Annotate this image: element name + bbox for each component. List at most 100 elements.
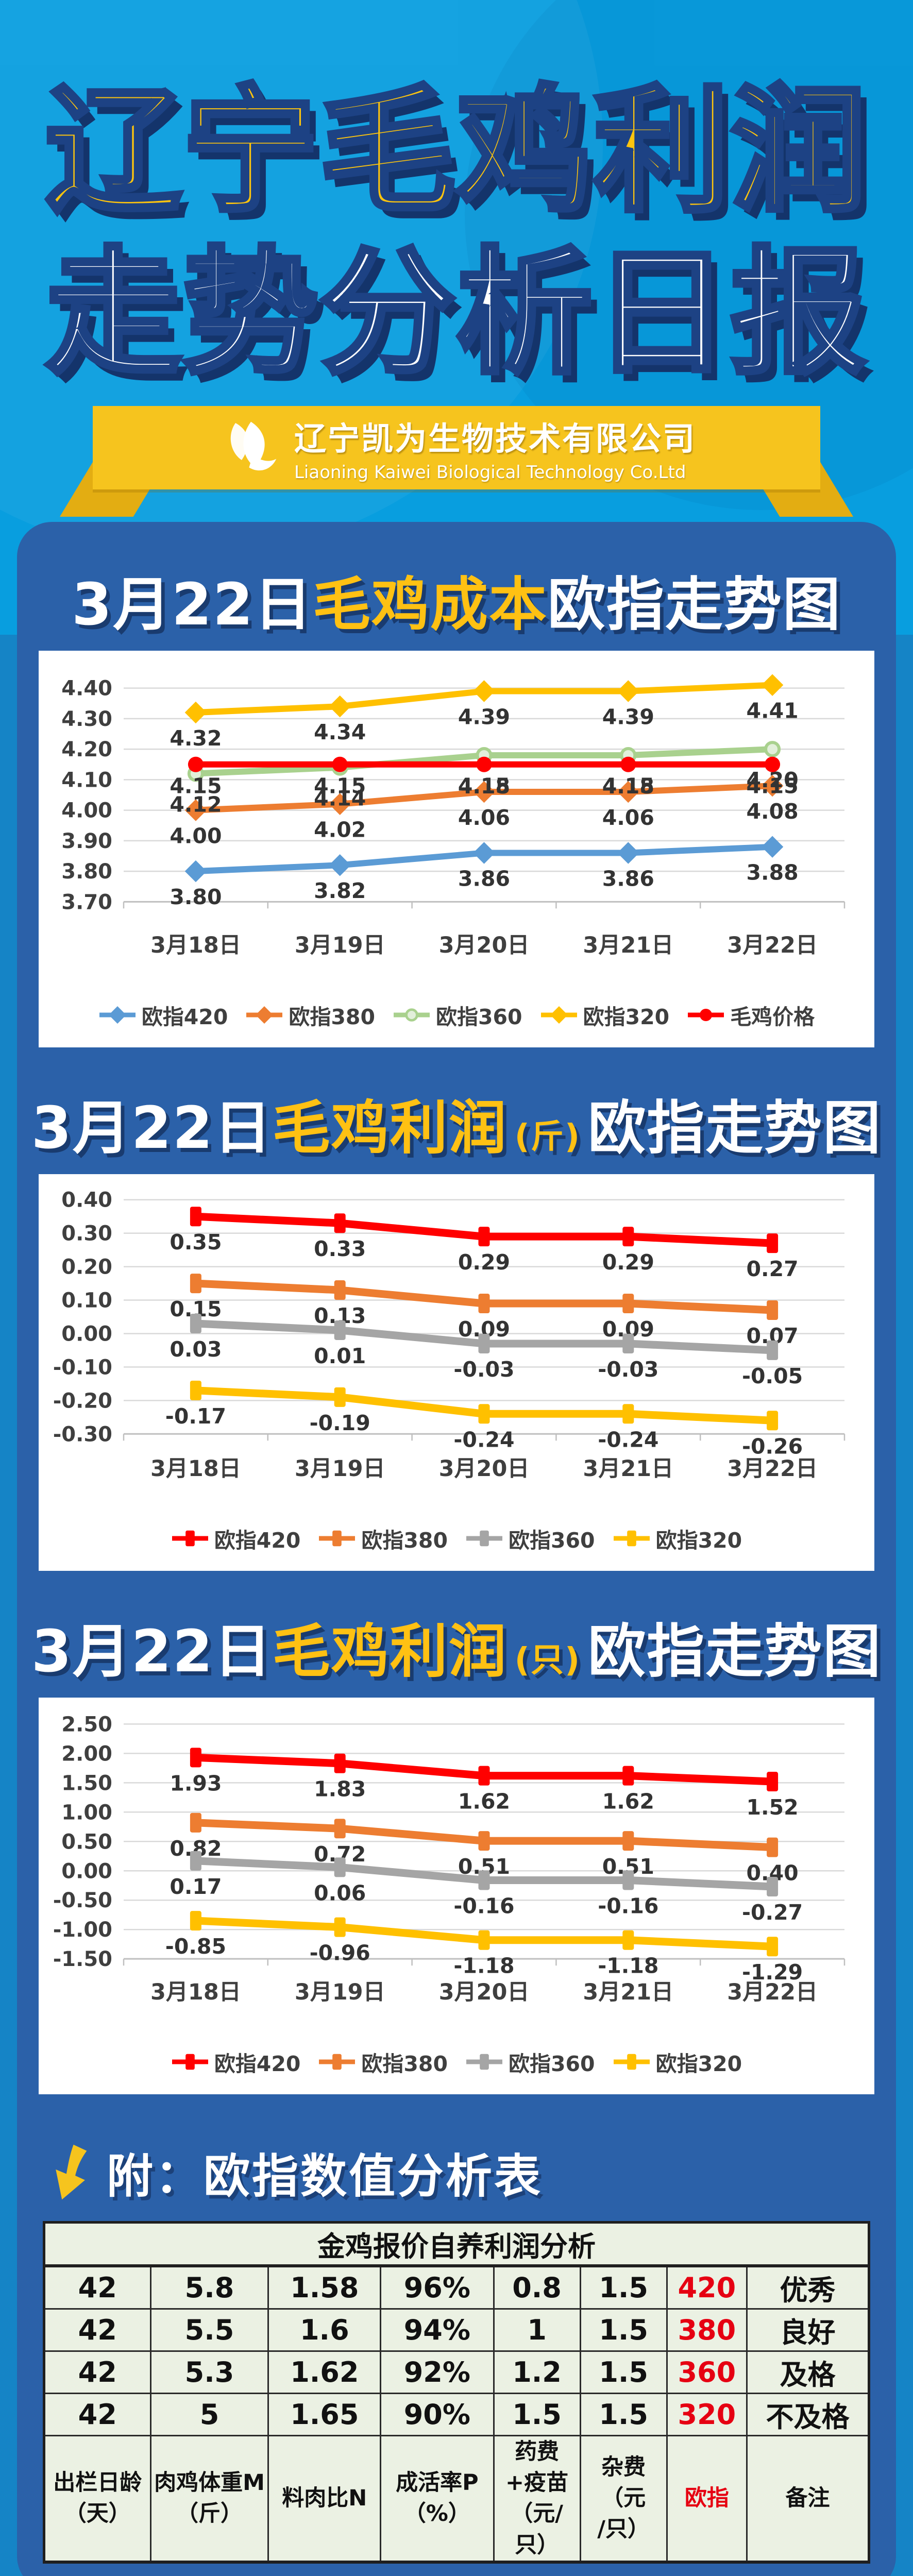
data-cell: 360 [666,2350,748,2394]
data-cell: 0.8 [493,2265,581,2310]
svg-text:3月22日: 3月22日 [727,933,818,958]
svg-text:-0.03: -0.03 [453,1357,514,1382]
svg-text:0.06: 0.06 [314,1880,366,1905]
data-cell: 1.2 [493,2350,581,2394]
svg-text:1.00: 1.00 [61,1801,112,1824]
legend-item: 欧指380 [318,1523,448,1554]
svg-text:3月20日: 3月20日 [439,933,530,958]
svg-text:-0.96: -0.96 [310,1941,370,1965]
profit-per-bird-chart-card: 2.50 2.00 1.50 1.00 0.50 0.00 -0.50 -1.00 -1.50 3… [39,1698,874,2094]
svg-text:1.83: 1.83 [314,1777,366,1802]
section-title-part: 欧指走势图 [547,571,841,638]
section-title-part: (斤) [514,1118,581,1156]
chart-legend: 欧指420 欧指380 欧指360 欧指320 [39,2037,874,2087]
data-cell: 5.8 [149,2265,269,2310]
section-title-part: 毛鸡成本 [312,571,548,638]
svg-text:4.39: 4.39 [602,705,654,730]
main-title-line1: 辽宁毛鸡利润 [43,73,869,231]
data-cell: 1.58 [267,2265,382,2310]
section-title-part: 毛鸡利润 [272,1095,508,1162]
annex-heading-row: 附：欧指数值分析表 [47,2139,896,2206]
svg-text:3.88: 3.88 [747,860,799,885]
legend-item: 欧指320 [613,2046,742,2077]
svg-text:-0.16: -0.16 [453,1893,514,1918]
svg-text:-0.19: -0.19 [310,1411,370,1435]
svg-text:-0.30: -0.30 [53,1422,112,1446]
data-cell: 1.62 [267,2350,382,2394]
svg-text:4.15: 4.15 [314,774,366,799]
svg-text:4.14: 4.14 [314,786,366,811]
data-cell: 5 [149,2393,269,2436]
section-title-part: (只) [514,1641,581,1680]
svg-text:3月20日: 3月20日 [439,1979,530,2005]
svg-text:2.00: 2.00 [61,1742,112,1766]
svg-text:1.93: 1.93 [170,1771,222,1795]
svg-text:3月18日: 3月18日 [150,1979,241,2005]
svg-text:3.86: 3.86 [458,867,510,891]
data-cell: 42 [43,2308,151,2352]
svg-text:0.00: 0.00 [61,1859,112,1883]
svg-text:3月18日: 3月18日 [150,1456,241,1482]
svg-text:0.29: 0.29 [602,1250,654,1275]
svg-text:-1.18: -1.18 [598,1954,658,1978]
profit-analysis-table: 金鸡报价自养利润分析 42 5.8 1.58 96% 0.8 1.5 420 优秀 42 5.5 1.… [43,2221,870,2564]
svg-text:3.86: 3.86 [602,867,654,891]
svg-text:-0.27: -0.27 [742,1900,803,1925]
data-cell: 良好 [746,2308,870,2352]
svg-text:3.82: 3.82 [314,878,366,903]
svg-text:0.01: 0.01 [314,1344,366,1368]
svg-text:0.33: 0.33 [314,1236,366,1261]
header-cell: 成活率P （%） [380,2434,495,2564]
svg-text:0.00: 0.00 [61,1322,112,1346]
svg-text:0.30: 0.30 [61,1222,112,1246]
svg-text:0.29: 0.29 [458,1250,510,1275]
svg-text:-0.85: -0.85 [165,1934,226,1959]
legend-item: 欧指360 [465,1523,595,1554]
company-name-cn: 辽宁凯为生物技术有限公司 [294,420,696,457]
svg-text:1.62: 1.62 [602,1789,654,1814]
svg-text:-0.05: -0.05 [742,1364,803,1388]
legend-item: 欧指420 [171,1523,300,1554]
company-name-block: 辽宁凯为生物技术有限公司 Liaoning Kaiwei Biological … [294,413,696,483]
svg-text:3.80: 3.80 [170,885,222,909]
ribbon-band: 辽宁凯为生物技术有限公司 Liaoning Kaiwei Biological … [93,406,820,489]
svg-text:4.18: 4.18 [602,774,654,799]
svg-text:4.41: 4.41 [747,699,799,723]
section-title-part: 3月22日 [31,1095,273,1162]
chart-legend: 欧指420 欧指380 欧指360 欧指320 [39,1514,874,1563]
data-cell: 1.5 [493,2393,581,2436]
header-cell: 料肉比N [267,2434,382,2564]
svg-text:3月22日: 3月22日 [727,1456,818,1482]
cost-index-chart: 4.40 4.30 4.20 4.10 4.00 3.90 3.80 3.70 3月18日 3月1… [61,674,846,958]
svg-text:-1.00: -1.00 [53,1918,112,1942]
svg-text:-0.10: -0.10 [53,1355,112,1379]
legend-item: 欧指320 [540,999,669,1030]
section-title-part: 欧指走势图 [588,1618,882,1685]
svg-text:1.52: 1.52 [747,1795,799,1820]
svg-text:0.20: 0.20 [61,1256,112,1279]
data-cell: 5.5 [149,2308,269,2352]
svg-text:4.08: 4.08 [747,799,799,824]
svg-text:0.27: 0.27 [747,1257,799,1281]
svg-text:4.15: 4.15 [602,774,654,799]
profit-per-bird-chart: 2.50 2.00 1.50 1.00 0.50 0.00 -0.50 -1.00 -1.50 3… [53,1713,846,2005]
svg-text:4.00: 4.00 [61,799,112,823]
legend-item: 欧指360 [465,2046,595,2077]
svg-text:1.50: 1.50 [61,1771,112,1795]
data-cell: 不及格 [746,2393,870,2436]
data-cell: 380 [666,2308,748,2352]
svg-text:3.90: 3.90 [61,829,112,853]
table-row: 42 5 1.65 90% 1.5 1.5 320 不及格 [43,2393,870,2436]
svg-text:3.80: 3.80 [61,860,112,884]
svg-text:4.20: 4.20 [61,738,112,761]
header-cell: 欧指 [666,2434,748,2564]
svg-text:-0.24: -0.24 [453,1427,514,1452]
section-title-part: 3月22日 [31,1618,273,1685]
svg-text:3月19日: 3月19日 [295,1979,385,2005]
svg-text:3月19日: 3月19日 [295,1456,385,1482]
svg-text:-1.29: -1.29 [742,1960,803,1985]
svg-text:-0.26: -0.26 [742,1434,803,1459]
svg-text:0.50: 0.50 [61,1830,112,1854]
profit-per-jin-chart: 0.40 0.30 0.20 0.10 0.00 -0.10 -0.20 -0.30 3月18日… [53,1189,846,1482]
profit-per-jin-chart-card: 0.40 0.30 0.20 0.10 0.00 -0.10 -0.20 -0.30 3月18日… [39,1174,874,1571]
